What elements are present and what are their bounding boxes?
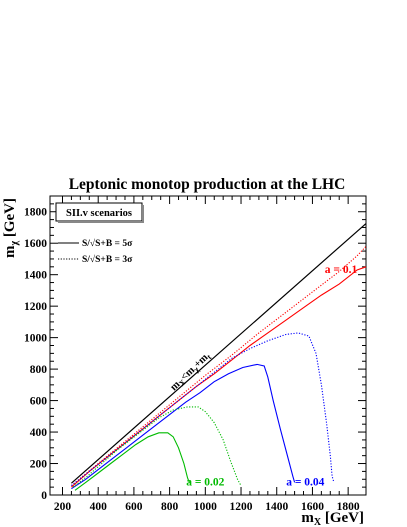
- x-tick-label: 200: [54, 501, 72, 513]
- y-tick-label: 200: [30, 459, 48, 471]
- legend-label-3sigma: S/√S+B = 3σ: [82, 254, 133, 265]
- chart-title: Leptonic monotop production at the LHC: [69, 176, 346, 193]
- curve-solid: [71, 266, 367, 488]
- y-axis-title: mχ [GeV]: [2, 198, 20, 258]
- x-tick-labels: 200 400 600 800 1000 1200 1400 1600 1800: [54, 501, 360, 513]
- x-tick-label: 800: [161, 501, 179, 513]
- legend: S/√S+B = 5σ S/√S+B = 3σ: [58, 238, 133, 265]
- curve-label: a = 0.04: [286, 477, 324, 489]
- y-tick-labels: 0 200 400 600 800 1000 1200 1400 1600 1800: [24, 207, 47, 502]
- y-tick-label: 1400: [24, 270, 47, 282]
- y-tick-label: 0: [41, 490, 47, 502]
- x-tick-label: 1600: [301, 501, 324, 513]
- curve-label: a = 0.02: [186, 477, 224, 489]
- scenario-box: SII.v scenarios: [55, 202, 144, 223]
- y-tick-label: 1800: [24, 207, 47, 219]
- curves-layer: [71, 223, 367, 491]
- curve-dotted: [72, 406, 242, 488]
- x-tick-label: 400: [90, 501, 108, 513]
- scenario-label: SII.v scenarios: [66, 208, 132, 219]
- curve-labels: a = 0.1 a = 0.04 a = 0.02: [186, 264, 357, 488]
- x-tick-label: 600: [125, 501, 143, 513]
- x-tick-label: 1400: [265, 501, 288, 513]
- curve-dotted: [71, 332, 335, 487]
- y-tick-label: 800: [30, 364, 48, 376]
- curve-dotted: [71, 246, 367, 487]
- y-tick-label: 1200: [24, 301, 47, 313]
- x-tick-label: 1800: [337, 501, 360, 513]
- y-tick-label: 1600: [24, 238, 47, 250]
- x-tick-label: 1200: [230, 501, 253, 513]
- curve-solid: [71, 363, 296, 490]
- curve-label: a = 0.1: [325, 264, 358, 276]
- y-tick-label: 1000: [24, 333, 47, 345]
- x-axis-title: mX [GeV]: [301, 510, 364, 527]
- x-tick-label: 1000: [194, 501, 217, 513]
- y-tick-label: 600: [30, 396, 48, 408]
- diagonal-line: [71, 223, 367, 484]
- curve-solid: [74, 432, 190, 491]
- y-tick-label: 400: [30, 427, 48, 439]
- legend-label-5sigma: S/√S+B = 5σ: [82, 238, 133, 249]
